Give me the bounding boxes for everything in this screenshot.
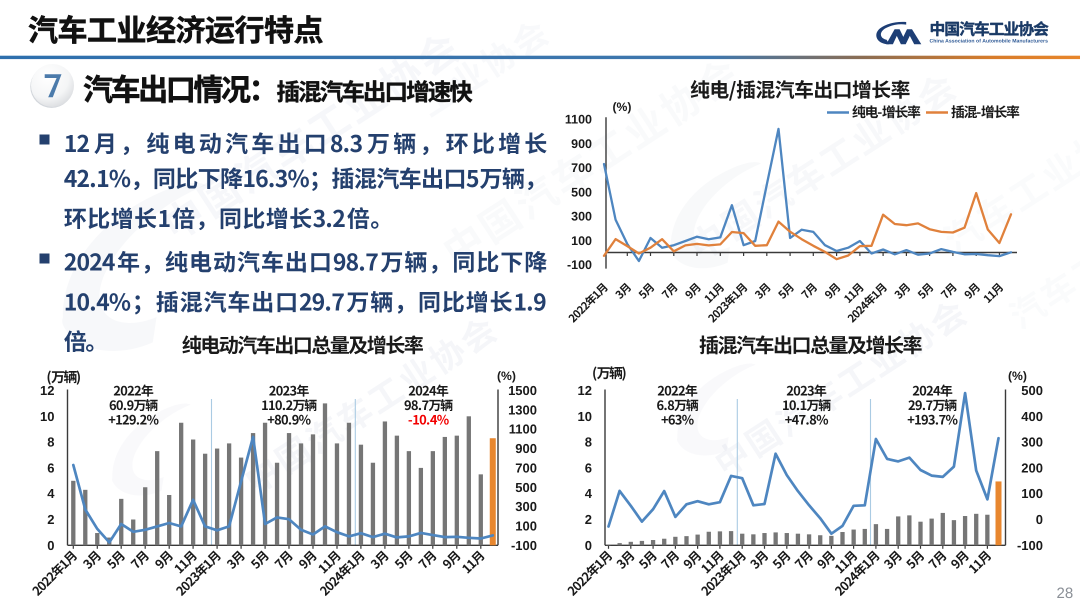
svg-text:500: 500 [571, 185, 592, 199]
svg-text:100: 100 [571, 234, 592, 248]
svg-text:28: 28 [1057, 585, 1074, 602]
svg-text:300: 300 [571, 210, 592, 224]
svg-text:4: 4 [585, 486, 593, 501]
svg-text:400: 400 [1021, 409, 1043, 424]
svg-text:900: 900 [571, 137, 592, 151]
svg-text:1500: 1500 [508, 383, 537, 398]
svg-text:300: 300 [1021, 435, 1043, 450]
svg-text:(%): (%) [613, 100, 632, 114]
svg-text:700: 700 [571, 161, 592, 175]
svg-text:12: 12 [40, 383, 54, 398]
svg-text:200: 200 [1021, 460, 1043, 475]
svg-text:8: 8 [47, 435, 54, 450]
svg-text:2: 2 [585, 512, 592, 527]
svg-text:-100: -100 [567, 258, 592, 272]
svg-text:500: 500 [1021, 383, 1043, 398]
svg-text:0: 0 [47, 538, 54, 553]
svg-text:500: 500 [515, 480, 537, 495]
svg-text:900: 900 [515, 441, 537, 456]
svg-text:0: 0 [1036, 512, 1043, 527]
svg-text:1300: 1300 [508, 402, 537, 417]
svg-text:China Association of Automobil: China Association of Automobile Manufact… [930, 38, 1049, 44]
svg-text:700: 700 [515, 460, 537, 475]
svg-text:4: 4 [47, 486, 55, 501]
svg-text:1100: 1100 [565, 113, 592, 127]
svg-text:(%): (%) [497, 369, 516, 383]
svg-text:1100: 1100 [509, 422, 537, 437]
svg-text:6: 6 [585, 460, 592, 475]
svg-text:100: 100 [1021, 486, 1043, 501]
svg-text:(%): (%) [1008, 369, 1027, 383]
svg-text:12: 12 [578, 383, 592, 398]
svg-text:-100: -100 [1017, 538, 1043, 553]
svg-text:2: 2 [47, 512, 54, 527]
svg-text:-100: -100 [511, 538, 537, 553]
svg-text:6: 6 [47, 460, 54, 475]
svg-text:8: 8 [585, 435, 592, 450]
svg-text:300: 300 [515, 499, 537, 514]
svg-text:0: 0 [585, 538, 592, 553]
svg-text:10: 10 [40, 409, 54, 424]
svg-text:10: 10 [578, 409, 592, 424]
svg-text:100: 100 [515, 518, 537, 533]
